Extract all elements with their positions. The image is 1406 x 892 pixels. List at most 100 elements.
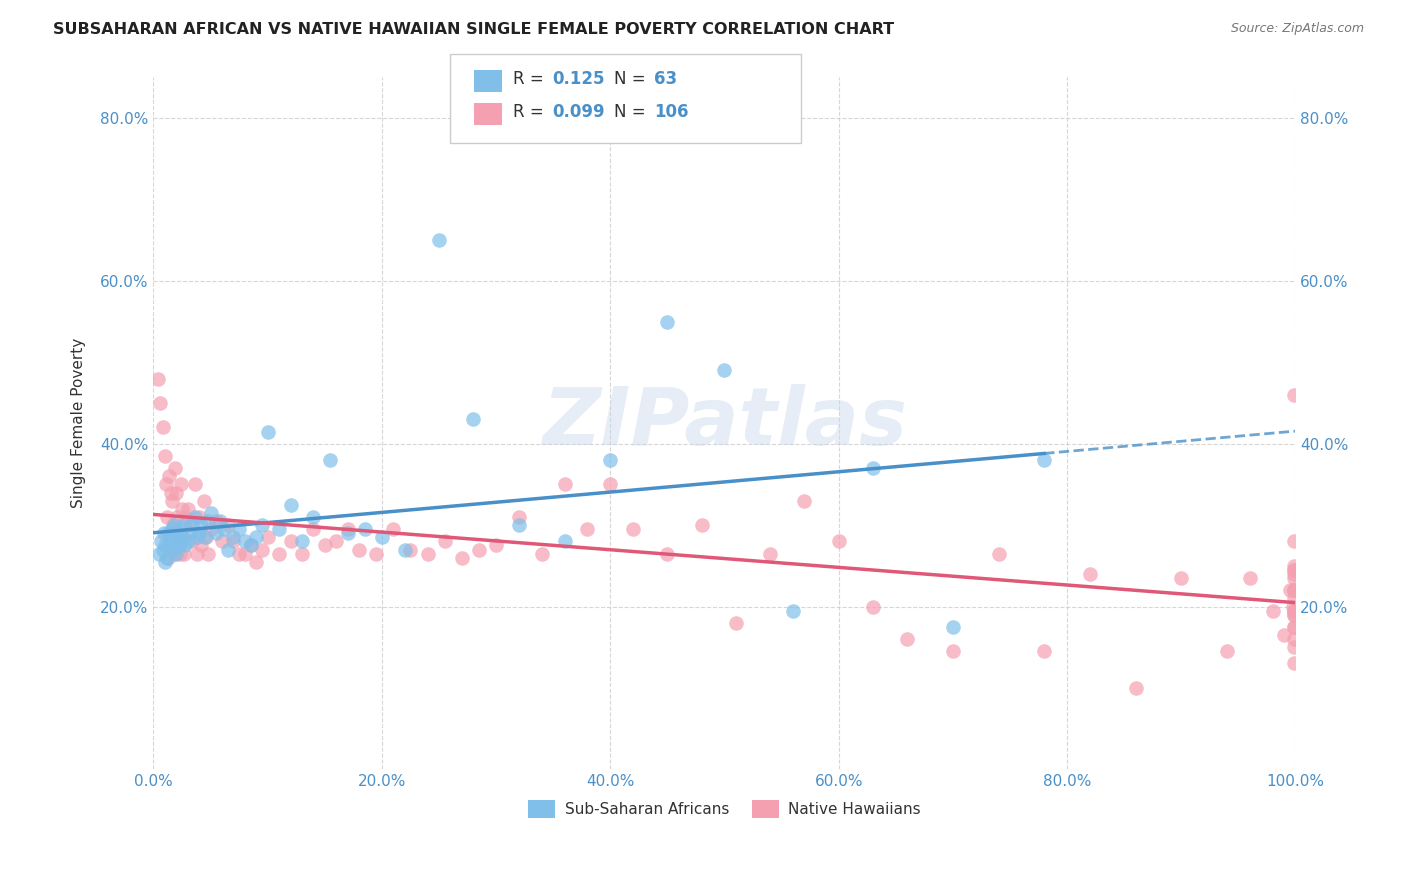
Point bbox=[157, 550, 180, 565]
Point bbox=[170, 530, 193, 544]
Point bbox=[245, 555, 267, 569]
Point bbox=[987, 547, 1010, 561]
Point bbox=[896, 632, 918, 646]
Point bbox=[862, 599, 884, 614]
Point bbox=[211, 534, 233, 549]
Point bbox=[1282, 599, 1305, 614]
Point bbox=[159, 469, 181, 483]
Point bbox=[371, 530, 394, 544]
Point bbox=[150, 534, 173, 549]
Point bbox=[152, 420, 174, 434]
Text: R =: R = bbox=[513, 70, 550, 88]
Point bbox=[599, 453, 621, 467]
Point bbox=[508, 518, 530, 533]
Point bbox=[222, 534, 245, 549]
Point bbox=[190, 539, 212, 553]
Point bbox=[1284, 563, 1306, 577]
Point bbox=[942, 644, 965, 658]
Point bbox=[1033, 644, 1056, 658]
Point bbox=[314, 539, 336, 553]
Point bbox=[173, 547, 195, 561]
Point bbox=[302, 510, 325, 524]
Text: 0.099: 0.099 bbox=[553, 103, 605, 121]
Point bbox=[197, 547, 219, 561]
Point bbox=[155, 477, 177, 491]
Point bbox=[245, 530, 267, 544]
Point bbox=[156, 550, 179, 565]
Point bbox=[1284, 583, 1306, 598]
Point bbox=[149, 396, 172, 410]
Point bbox=[170, 501, 193, 516]
Point bbox=[159, 485, 181, 500]
Text: 0.125: 0.125 bbox=[553, 70, 605, 88]
Point bbox=[1284, 640, 1306, 655]
Point bbox=[186, 530, 208, 544]
Point bbox=[228, 522, 250, 536]
Legend: Sub-Saharan Africans, Native Hawaiians: Sub-Saharan Africans, Native Hawaiians bbox=[522, 794, 927, 824]
Text: N =: N = bbox=[614, 103, 651, 121]
Point bbox=[195, 530, 218, 544]
Point bbox=[1284, 583, 1306, 598]
Point bbox=[159, 539, 181, 553]
Point bbox=[160, 493, 183, 508]
Text: R =: R = bbox=[513, 103, 550, 121]
Point bbox=[1284, 620, 1306, 634]
Point bbox=[1284, 657, 1306, 671]
Point bbox=[1284, 388, 1306, 402]
Point bbox=[1284, 558, 1306, 573]
Point bbox=[621, 522, 644, 536]
Text: 63: 63 bbox=[654, 70, 676, 88]
Point bbox=[170, 522, 193, 536]
Point bbox=[194, 530, 217, 544]
Point bbox=[181, 534, 204, 549]
Point bbox=[508, 510, 530, 524]
Point bbox=[239, 539, 262, 553]
Point bbox=[233, 534, 256, 549]
Point bbox=[416, 547, 439, 561]
Point bbox=[291, 547, 314, 561]
Point bbox=[1125, 681, 1147, 695]
Point bbox=[450, 550, 472, 565]
Point bbox=[353, 522, 375, 536]
Point bbox=[200, 506, 222, 520]
Point bbox=[1284, 591, 1306, 606]
Point bbox=[399, 542, 422, 557]
Point bbox=[186, 547, 208, 561]
Point bbox=[256, 425, 278, 439]
Point bbox=[291, 534, 314, 549]
Point bbox=[468, 542, 491, 557]
Point bbox=[163, 518, 186, 533]
Point bbox=[165, 547, 187, 561]
Point bbox=[250, 518, 273, 533]
Point bbox=[165, 485, 187, 500]
Point bbox=[167, 539, 190, 553]
Point bbox=[183, 477, 205, 491]
Point bbox=[170, 477, 193, 491]
Point bbox=[159, 530, 181, 544]
Point bbox=[793, 493, 815, 508]
Point bbox=[205, 514, 228, 528]
Point bbox=[228, 547, 250, 561]
Point bbox=[530, 547, 553, 561]
Point bbox=[165, 461, 187, 475]
Point bbox=[167, 530, 190, 544]
Point bbox=[239, 539, 262, 553]
Point bbox=[222, 530, 245, 544]
Point bbox=[162, 518, 184, 533]
Point bbox=[554, 477, 576, 491]
Point bbox=[433, 534, 456, 549]
Point bbox=[554, 534, 576, 549]
Point bbox=[190, 518, 212, 533]
Point bbox=[336, 522, 359, 536]
Point bbox=[174, 539, 197, 553]
Point bbox=[250, 542, 273, 557]
Point bbox=[942, 620, 965, 634]
Text: SUBSAHARAN AFRICAN VS NATIVE HAWAIIAN SINGLE FEMALE POVERTY CORRELATION CHART: SUBSAHARAN AFRICAN VS NATIVE HAWAIIAN SI… bbox=[53, 22, 894, 37]
Text: Source: ZipAtlas.com: Source: ZipAtlas.com bbox=[1230, 22, 1364, 36]
Point bbox=[657, 547, 679, 561]
Point bbox=[1284, 607, 1306, 622]
Point bbox=[280, 534, 302, 549]
Point bbox=[160, 522, 183, 536]
Point bbox=[188, 526, 211, 541]
Point bbox=[165, 534, 187, 549]
